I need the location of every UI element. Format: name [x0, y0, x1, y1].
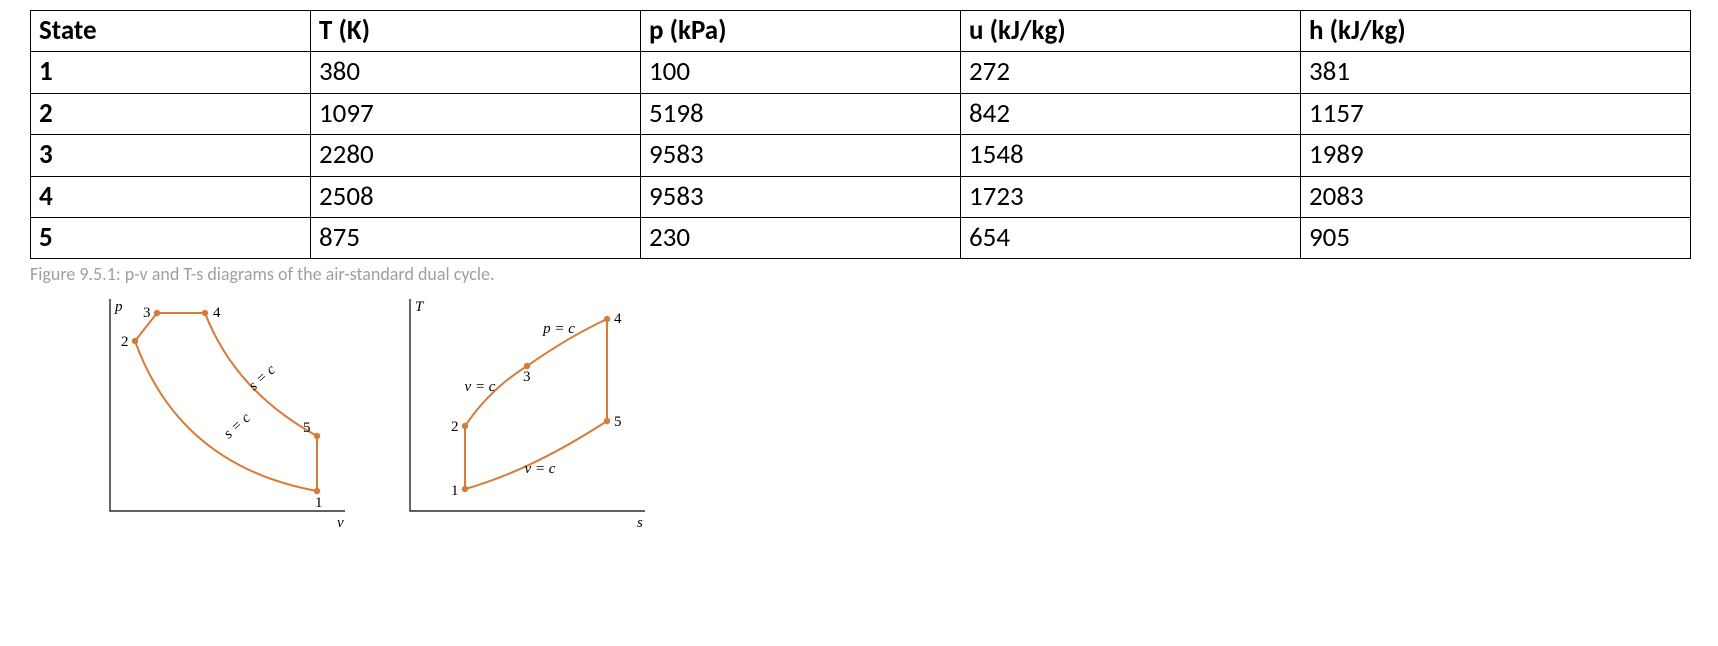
cell-t: 875 [311, 217, 641, 258]
cell-h: 905 [1301, 217, 1691, 258]
svg-text:s = c: s = c [246, 362, 279, 394]
svg-text:5: 5 [614, 414, 622, 430]
cell-state: 5 [31, 217, 311, 258]
svg-text:v = c: v = c [525, 461, 556, 477]
cell-state: 3 [31, 135, 311, 176]
header-h: h (kJ/kg) [1301, 11, 1691, 52]
cell-state: 4 [31, 176, 311, 217]
header-t: T (K) [311, 11, 641, 52]
svg-text:v: v [337, 515, 344, 531]
cell-state: 1 [31, 52, 311, 93]
svg-text:s = c: s = c [221, 410, 254, 442]
header-u: u (kJ/kg) [961, 11, 1301, 52]
ts-svg: v = c p = c v = c 1 2 3 4 5 Ts [375, 291, 655, 531]
cell-p: 5198 [641, 93, 961, 134]
table-row: 3 2280 9583 1548 1989 [31, 135, 1691, 176]
table-header-row: State T (K) p (kPa) u (kJ/kg) h (kJ/kg) [31, 11, 1691, 52]
cell-t: 2508 [311, 176, 641, 217]
svg-text:p: p [114, 299, 123, 315]
figure-caption: Figure 9.5.1: p-v and T-s diagrams of th… [30, 263, 1688, 285]
svg-text:2: 2 [451, 419, 459, 435]
svg-text:3: 3 [143, 305, 151, 321]
cell-p: 9583 [641, 135, 961, 176]
cell-h: 2083 [1301, 176, 1691, 217]
cell-u: 1723 [961, 176, 1301, 217]
cell-u: 272 [961, 52, 1301, 93]
table-row: 4 2508 9583 1723 2083 [31, 176, 1691, 217]
cell-h: 381 [1301, 52, 1691, 93]
cell-u: 654 [961, 217, 1301, 258]
cell-h: 1157 [1301, 93, 1691, 134]
cell-t: 2280 [311, 135, 641, 176]
svg-text:4: 4 [614, 311, 622, 327]
ts-diagram: v = c p = c v = c 1 2 3 4 5 Ts [375, 291, 655, 531]
cell-h: 1989 [1301, 135, 1691, 176]
header-p: p (kPa) [641, 11, 961, 52]
cell-u: 842 [961, 93, 1301, 134]
cell-t: 380 [311, 52, 641, 93]
svg-text:5: 5 [303, 420, 311, 436]
table-body: 1 380 100 272 381 2 1097 5198 842 1157 3… [31, 52, 1691, 259]
svg-text:T: T [415, 299, 425, 315]
table-row: 5 875 230 654 905 [31, 217, 1691, 258]
pv-svg: s = cs = c12345pv [75, 291, 355, 531]
table-row: 1 380 100 272 381 [31, 52, 1691, 93]
cell-p: 100 [641, 52, 961, 93]
svg-text:p = c: p = c [542, 321, 575, 337]
pv-diagram: s = cs = c12345pv [75, 291, 355, 531]
svg-text:s: s [637, 515, 643, 531]
svg-text:v = c: v = c [465, 379, 496, 395]
svg-text:2: 2 [121, 334, 129, 350]
state-table: State T (K) p (kPa) u (kJ/kg) h (kJ/kg) … [30, 10, 1691, 259]
svg-text:4: 4 [213, 305, 221, 321]
svg-text:3: 3 [523, 369, 531, 385]
cell-state: 2 [31, 93, 311, 134]
svg-text:1: 1 [315, 495, 323, 511]
table-row: 2 1097 5198 842 1157 [31, 93, 1691, 134]
cell-p: 230 [641, 217, 961, 258]
cell-u: 1548 [961, 135, 1301, 176]
cell-p: 9583 [641, 176, 961, 217]
page-root: State T (K) p (kPa) u (kJ/kg) h (kJ/kg) … [0, 0, 1718, 646]
cell-t: 1097 [311, 93, 641, 134]
svg-text:1: 1 [451, 483, 459, 499]
diagrams-row: s = cs = c12345pv v = cp = cv = c12345Ts [75, 291, 1688, 531]
header-state: State [31, 11, 311, 52]
